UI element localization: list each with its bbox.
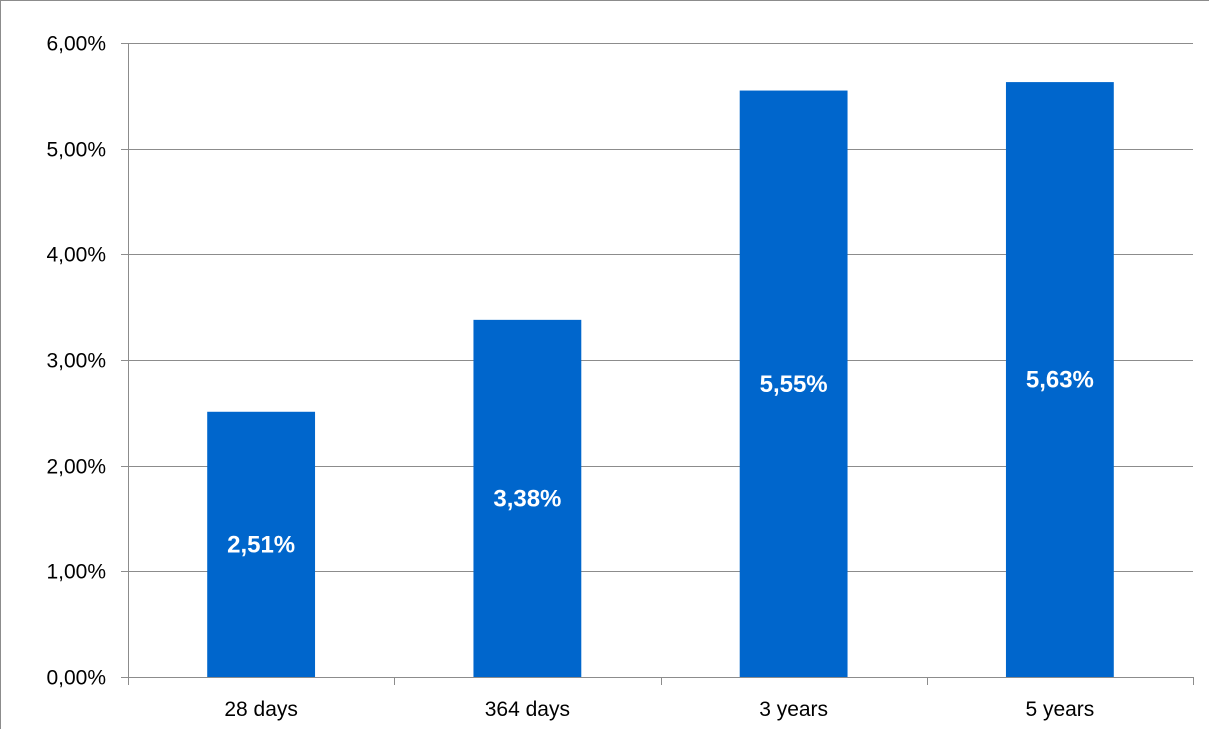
x-tick-labels: 28 days 364 days 3 years 5 years	[224, 698, 1094, 721]
bars	[207, 82, 1114, 678]
data-label: 5,55%	[760, 371, 828, 398]
data-label: 3,38%	[493, 485, 561, 512]
y-tick-label: 5,00%	[46, 139, 106, 162]
bar	[207, 411, 316, 677]
x-tick-label: 3 years	[759, 698, 828, 721]
x-tick-label: 5 years	[1025, 698, 1094, 721]
data-label: 5,63%	[1026, 367, 1094, 394]
x-tick-label: 28 days	[224, 698, 298, 721]
y-tick-label: 6,00%	[46, 33, 106, 56]
data-labels: 2,51% 3,38% 5,55% 5,63%	[227, 367, 1094, 559]
bar	[739, 90, 848, 678]
axes	[121, 43, 1194, 685]
y-tick-label: 3,00%	[46, 350, 106, 373]
data-label: 2,51%	[227, 531, 295, 558]
bar	[1005, 82, 1114, 677]
y-tick-labels: 0,00% 1,00% 2,00% 3,00% 4,00% 5,00% 6,00%	[46, 33, 106, 690]
y-tick-label: 2,00%	[46, 456, 106, 479]
x-tick-label: 364 days	[485, 698, 570, 721]
y-tick-label: 1,00%	[46, 561, 106, 584]
y-tick-label: 4,00%	[46, 244, 106, 267]
bar	[473, 319, 582, 677]
y-tick-label: 0,00%	[46, 667, 106, 690]
